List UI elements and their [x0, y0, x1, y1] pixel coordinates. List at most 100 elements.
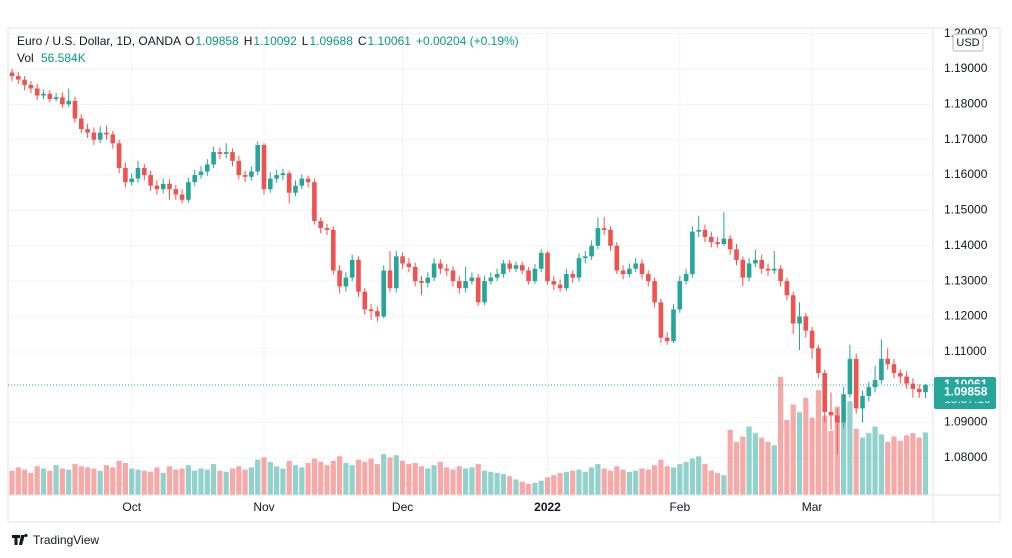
x-tick-label: Oct — [122, 500, 141, 514]
volume-bar — [236, 466, 242, 495]
volume-bar — [872, 426, 878, 495]
y-tick-label: 1.14000 — [944, 238, 988, 252]
candle-body — [923, 385, 928, 393]
candle-body — [879, 358, 884, 381]
candle-body — [809, 330, 815, 349]
volume-bar — [853, 428, 859, 495]
volume-bar — [261, 457, 267, 495]
candle-body — [583, 256, 588, 259]
candle-body — [337, 270, 342, 287]
volume-bar — [526, 483, 532, 495]
volume-bar — [173, 469, 179, 495]
volume-bar — [91, 468, 97, 495]
candle-body — [891, 364, 897, 374]
grid — [8, 28, 933, 495]
candle-body — [721, 238, 727, 245]
candle-body — [299, 178, 305, 186]
volume-bar — [708, 470, 714, 495]
candle-body — [753, 259, 758, 264]
candle-body — [431, 263, 437, 278]
volume-bar — [217, 470, 223, 495]
volume-bar — [292, 465, 299, 495]
candle-body — [242, 175, 248, 177]
candles — [9, 69, 928, 455]
volume-bar — [141, 470, 147, 495]
candle-body — [790, 295, 796, 324]
candle-body — [268, 178, 273, 190]
volume-bar — [97, 470, 103, 495]
candle-body — [9, 72, 15, 77]
currency-box[interactable] — [952, 33, 984, 52]
candle-body — [898, 373, 903, 377]
volume-bar — [828, 430, 834, 495]
y-tick-label: 1.11000 — [944, 344, 987, 358]
candle-body — [400, 256, 405, 264]
volume-bar — [904, 435, 910, 495]
candle-body — [633, 263, 638, 269]
volume-bar — [740, 436, 746, 495]
candle-body — [872, 380, 878, 388]
candle-body — [620, 270, 626, 275]
y-tick-label: 1.08000 — [944, 450, 988, 464]
candle-body — [463, 281, 468, 289]
candle-body — [589, 245, 594, 257]
volume-bar — [15, 467, 21, 495]
candle-body — [16, 76, 21, 80]
candle-body — [110, 134, 116, 144]
volume-bar — [614, 466, 620, 495]
volume-bar — [53, 465, 59, 495]
candle-body — [658, 302, 664, 338]
symbol-title: Euro / U.S. Dollar, 1D, OANDA — [17, 34, 181, 48]
candle-body — [627, 268, 632, 275]
candle-body — [450, 270, 456, 282]
volume-bar — [160, 472, 166, 495]
candle-body — [116, 143, 122, 168]
volume-bar — [859, 437, 866, 495]
candle-body — [148, 175, 153, 186]
candle-body — [444, 268, 449, 271]
candle-body — [664, 337, 670, 342]
candle-body — [564, 274, 569, 289]
volume-bar — [179, 468, 185, 495]
volume-bar — [475, 464, 481, 495]
volume-bar — [633, 470, 639, 495]
candle-body — [916, 388, 922, 393]
currency[interactable]: USD — [956, 37, 979, 49]
candle-body — [778, 268, 783, 282]
candle-body — [488, 277, 494, 282]
candle-body — [217, 152, 223, 154]
ohlc-label: H — [244, 34, 253, 48]
brand-logo — [12, 533, 28, 545]
volume-bar — [387, 457, 393, 495]
volume-bar — [494, 472, 500, 495]
candle-body — [828, 411, 834, 416]
legend: Euro / U.S. Dollar, 1D, OANDA Vol 56.584… — [17, 34, 519, 65]
candle-body — [47, 93, 53, 100]
volume-bar — [595, 464, 601, 495]
volume-bar — [544, 477, 551, 495]
volume-bar — [746, 426, 752, 495]
y-tick-label: 1.15000 — [944, 203, 988, 217]
volume-bar — [305, 462, 311, 495]
candle-body — [457, 281, 462, 289]
volume-bar — [582, 471, 588, 495]
candle-body — [646, 274, 651, 282]
volume-bar — [299, 467, 305, 495]
candle-body — [740, 259, 746, 278]
volume-bar — [570, 470, 576, 495]
volume-bar — [66, 469, 72, 495]
volume-bar — [122, 462, 128, 495]
volume-bar — [866, 433, 872, 495]
candle-body — [671, 309, 676, 342]
candle-body — [734, 249, 739, 260]
volume-bar — [727, 429, 733, 495]
volume-bar — [34, 466, 40, 495]
open-price-label: 1.09858 — [944, 384, 988, 398]
candle-body — [910, 383, 916, 389]
volume-bar — [400, 460, 406, 495]
volume-bar — [166, 466, 173, 495]
candle-body — [482, 281, 487, 303]
y-tick-label: 1.18000 — [944, 97, 988, 111]
volume-bar — [318, 461, 324, 495]
candle-body — [639, 263, 645, 275]
